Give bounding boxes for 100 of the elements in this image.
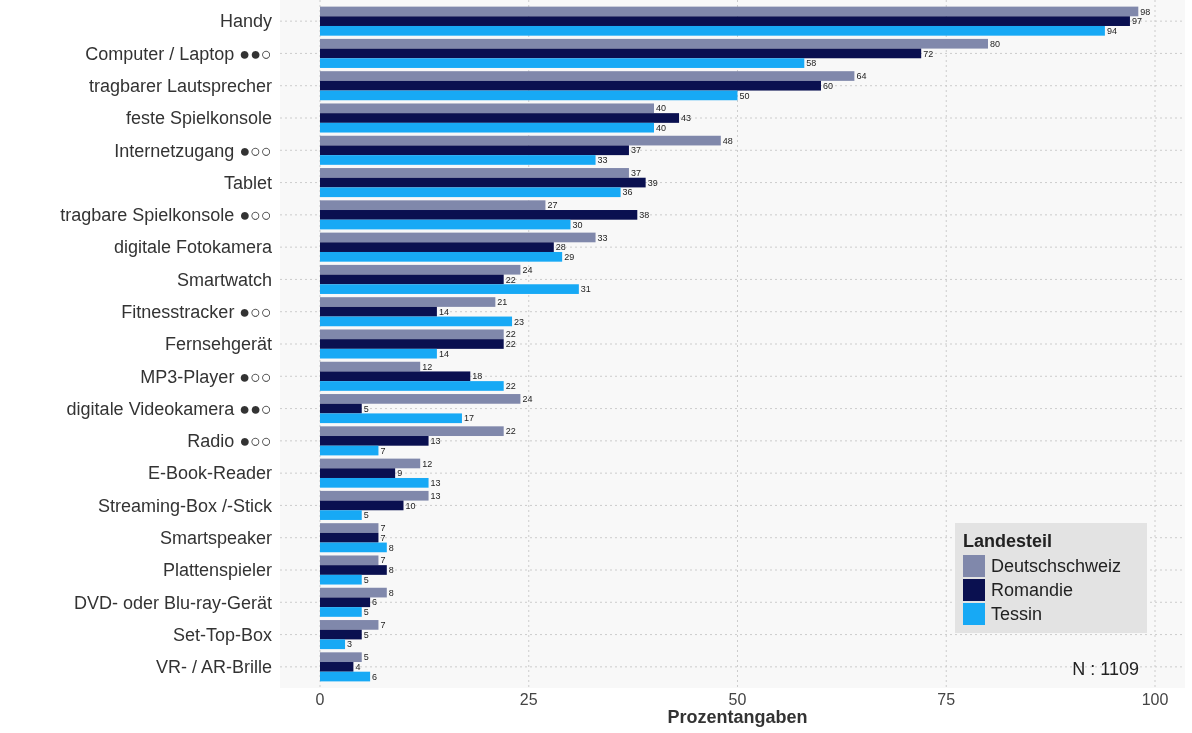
data-label: 37 [630,145,641,156]
data-label: 22 [505,381,516,392]
annotation: N : 1109 [1072,659,1139,679]
bar [320,565,387,575]
y-tick-label: VR- / AR-Brille [155,657,272,678]
data-label: 98 [1140,6,1151,17]
y-tick-label: Fernsehgerät [164,334,272,355]
bar [320,426,504,437]
y-tick-label: Set-Top-Box [172,624,272,645]
data-label: 5 [363,652,369,663]
bar [320,671,371,682]
legend-title: Landesteil [963,531,1053,551]
x-tick-label: 100 [1141,691,1169,708]
data-label: 8 [388,565,394,576]
legend-label: Romandie [991,580,1074,601]
data-label: 6 [372,597,378,608]
bar [320,458,421,469]
bar [320,306,437,317]
data-label: 33 [597,232,608,243]
bar [320,155,596,165]
bar [320,413,462,424]
bar [320,662,354,672]
bar [320,103,654,114]
data-label: 13 [430,436,441,447]
data-label: 7 [380,523,386,534]
data-label: 24 [522,394,533,405]
data-label: 12 [422,361,433,372]
data-label: 13 [430,477,441,488]
x-axis-title: Prozentangaben [667,707,808,727]
data-label: 14 [438,348,449,359]
data-label: 18 [472,371,483,382]
bar [320,371,471,382]
x-tick-label: 0 [315,691,325,708]
x-tick-label: 25 [519,691,538,708]
bar [320,242,554,252]
data-label: 3 [347,639,353,650]
data-label: 14 [438,306,449,317]
y-tick-label: digitale Videokamera ●●○ [66,398,272,419]
data-label: 17 [463,413,474,424]
data-label: 97 [1131,16,1142,27]
bar [320,187,621,198]
data-label: 22 [505,426,516,437]
y-tick-label: Radio ●○○ [187,431,272,452]
data-label: 22 [505,339,516,350]
bar [320,500,404,511]
bar [320,329,504,340]
data-label: 5 [363,574,369,585]
data-label: 64 [856,71,867,82]
bar [320,25,1105,36]
data-label: 8 [388,542,394,553]
bar [320,80,821,91]
data-label: 21 [497,297,508,308]
bar [320,145,629,156]
data-label: 24 [522,264,533,275]
data-label: 29 [564,251,575,262]
y-tick-label: Internetzugang ●○○ [114,140,272,161]
bar [320,6,1139,17]
data-label: 10 [405,500,416,511]
data-label: 94 [1106,25,1117,36]
data-label: 7 [380,532,386,543]
bar [320,210,638,220]
bar [320,284,579,294]
bar [320,177,646,188]
data-label: 40 [656,122,667,133]
y-tick-label: Computer / Laptop ●●○ [85,43,272,64]
data-label: 30 [572,219,583,230]
bar [320,652,362,663]
data-label: 5 [363,629,369,640]
bar [320,135,721,146]
legend-label: Tessin [991,604,1043,625]
bar [320,510,362,520]
bar [320,445,379,456]
bar [320,587,387,598]
y-tick-label: E-Book-Reader [147,463,272,484]
y-tick-label: Tablet [223,172,272,193]
bar [320,274,504,285]
data-label: 8 [388,587,394,598]
data-label: 5 [363,607,369,618]
x-tick-label: 50 [728,691,747,708]
bar [320,574,362,585]
data-label: 22 [505,329,516,340]
bar [320,297,496,307]
y-tick-label: tragbare Spielkonsole ●○○ [60,205,272,226]
y-tick-label: feste Spielkonsole [125,108,272,129]
bar [320,468,396,478]
legend-label: Deutschschweiz [991,556,1122,577]
bar [320,394,521,404]
data-label: 80 [990,38,1001,49]
bar [320,381,504,391]
data-label: 50 [739,90,750,101]
y-tick-label: Fitnesstracker ●○○ [121,302,272,323]
bar [320,48,922,59]
bar [320,200,546,211]
x-tick-label: 75 [937,691,956,708]
bar [320,490,429,501]
bar [320,232,596,243]
y-tick-label: Plattenspieler [162,560,272,581]
data-label: 60 [823,80,834,91]
data-label: 36 [622,187,633,198]
data-label: 37 [630,168,641,179]
